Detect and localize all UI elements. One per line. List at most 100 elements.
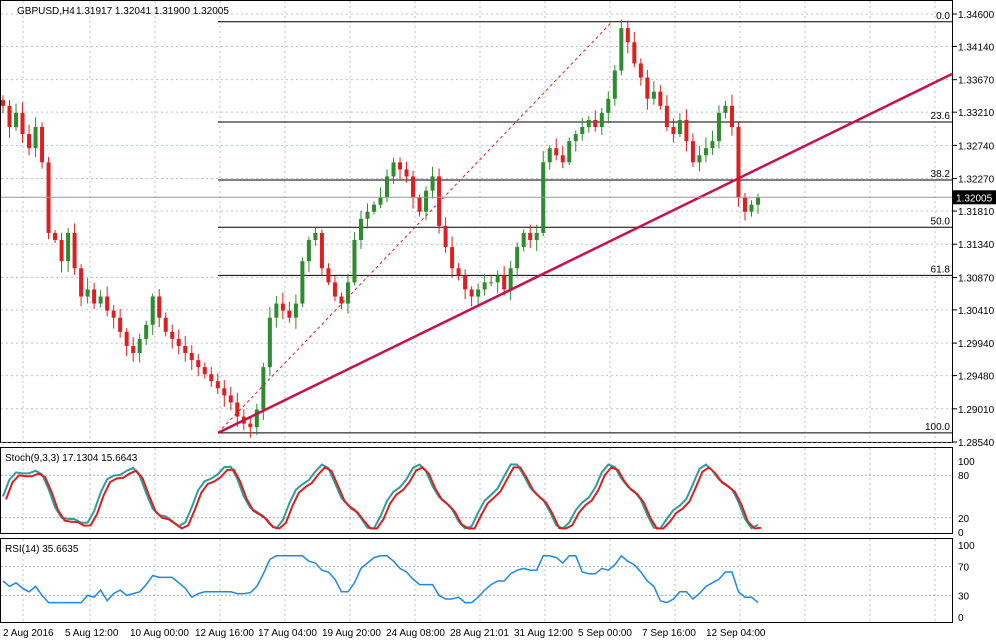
candle-body xyxy=(690,141,695,163)
candle-body xyxy=(287,310,292,318)
candle-body xyxy=(137,338,142,354)
candle-body xyxy=(625,28,630,43)
time-tick-label: 2 Aug 2016 xyxy=(3,628,54,639)
stoch-panel-border xyxy=(0,447,953,534)
candle-body xyxy=(424,190,429,212)
candle-body xyxy=(736,127,741,198)
time-tick-label: 5 Sep 00:00 xyxy=(578,628,632,639)
current-price-label: 1.32005 xyxy=(956,193,993,204)
time-tick-label: 12 Aug 16:00 xyxy=(195,628,254,639)
candle-body xyxy=(567,141,572,163)
price-tick-label: 1.33670 xyxy=(958,76,995,87)
candle-body xyxy=(573,134,578,142)
candle-body xyxy=(476,289,481,297)
candle-body xyxy=(358,218,363,241)
price-tick-label: 1.34600 xyxy=(958,10,995,21)
candle-body xyxy=(150,296,155,325)
rsi-panel-border xyxy=(0,538,953,623)
candle-body xyxy=(482,282,487,290)
candle-body xyxy=(111,310,116,318)
candle-body xyxy=(254,409,259,428)
time-axis: 2 Aug 2016 5 Aug 12:00 10 Aug 00:00 12 Aug … xyxy=(3,628,766,639)
price-tick-label: 1.32740 xyxy=(958,141,995,152)
candle-body xyxy=(716,112,721,142)
candle-body xyxy=(72,232,77,269)
candle-body xyxy=(7,105,12,128)
candle-body xyxy=(202,367,207,375)
candle-body xyxy=(267,317,272,368)
candle-body xyxy=(209,374,214,382)
candle-body xyxy=(554,148,559,156)
candle-body xyxy=(749,204,754,212)
candle-body xyxy=(430,176,435,191)
candle-body xyxy=(85,289,90,297)
fib-level-label: 61.8 xyxy=(931,264,951,275)
rsi-tick-label: 100 xyxy=(958,541,975,552)
candle-body xyxy=(118,317,123,332)
rsi-tick-label: 30 xyxy=(958,591,970,602)
candle-body xyxy=(378,197,383,205)
candle-body xyxy=(280,303,285,311)
candle-body xyxy=(515,247,520,269)
candle-body xyxy=(489,282,494,284)
rsi-tick-label: 0 xyxy=(958,613,964,624)
candle-body xyxy=(658,91,663,106)
candle-body xyxy=(319,232,324,269)
candle-body xyxy=(144,324,149,339)
candle-body xyxy=(534,232,539,241)
stoch-tick-label: 0 xyxy=(958,528,964,539)
candle-body xyxy=(703,148,708,156)
candle-body xyxy=(651,91,656,99)
candle-body xyxy=(98,296,103,304)
price-tick-label: 1.31810 xyxy=(958,207,995,218)
candle-body xyxy=(222,388,227,396)
candle-body xyxy=(53,232,58,241)
candle-body xyxy=(632,42,637,64)
price-tick-label: 1.29480 xyxy=(958,372,995,383)
candle-body xyxy=(261,367,266,410)
candle-body xyxy=(606,98,611,113)
chart-overlays: 1.32005 xyxy=(1,21,996,434)
price-tick-label: 1.30410 xyxy=(958,306,995,317)
candle-body xyxy=(528,232,533,241)
candle-body xyxy=(300,261,305,304)
candle-body xyxy=(391,162,396,177)
candle-body xyxy=(124,331,129,346)
time-tick-label: 17 Aug 04:00 xyxy=(258,628,317,639)
candle-body xyxy=(1,100,5,106)
candle-body xyxy=(235,402,240,417)
fib-level-label: 0.0 xyxy=(936,11,950,22)
candle-body xyxy=(450,247,455,269)
rsi-line xyxy=(2,554,759,604)
time-tick-label: 12 Sep 04:00 xyxy=(706,628,766,639)
price-tick-label: 1.29010 xyxy=(958,405,995,416)
candle-body xyxy=(20,112,25,135)
chart-grid xyxy=(0,0,953,623)
stoch-tick-label: 80 xyxy=(958,471,970,482)
stoch-main-line xyxy=(2,463,759,530)
candle-body xyxy=(313,232,318,241)
candle-body xyxy=(742,197,747,212)
candle-body xyxy=(729,105,734,128)
candle-body xyxy=(365,211,370,219)
candle-body xyxy=(443,225,448,248)
candle-body xyxy=(196,360,201,368)
candle-body xyxy=(671,127,676,135)
time-tick-label: 5 Aug 12:00 xyxy=(65,628,119,639)
candle-body xyxy=(131,345,136,354)
time-tick-label: 28 Aug 21:01 xyxy=(450,628,509,639)
current-price-box xyxy=(953,190,996,205)
candle-body xyxy=(599,112,604,128)
candle-body xyxy=(79,268,84,297)
candle-body xyxy=(157,296,162,318)
candle-body xyxy=(306,240,311,262)
candle-body xyxy=(404,169,409,177)
candle-body xyxy=(677,119,682,135)
candle-body xyxy=(398,162,403,170)
candle-body xyxy=(456,268,461,276)
stoch-tick-label: 20 xyxy=(958,514,970,525)
price-tick-label: 1.30870 xyxy=(958,273,995,284)
main-panel-border xyxy=(0,0,953,443)
candle-body xyxy=(92,289,97,304)
